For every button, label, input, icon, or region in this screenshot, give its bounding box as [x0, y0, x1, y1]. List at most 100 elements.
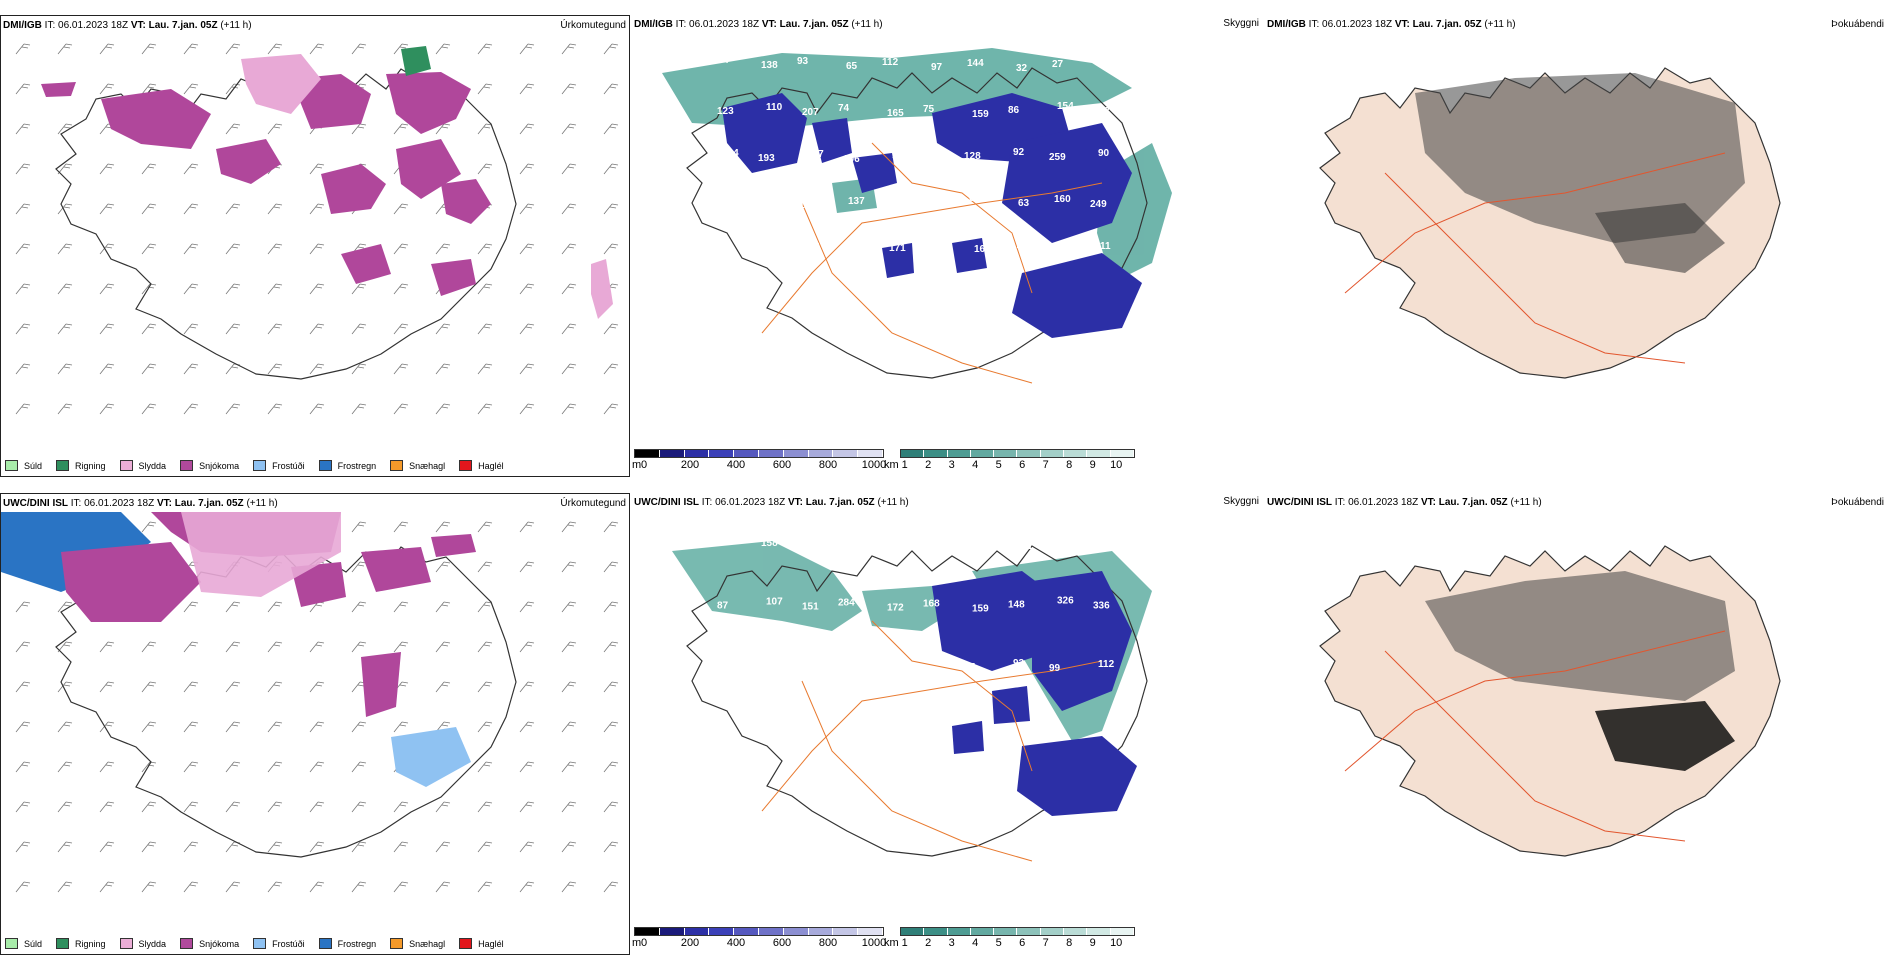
wind-barb: [435, 43, 451, 55]
wind-barb: [477, 283, 493, 295]
colorbar-cell: [947, 450, 971, 457]
cloud-base-strip: [634, 449, 884, 458]
panel-title: Þokuábendi: [1831, 19, 1884, 30]
cloud-visibility-map[interactable]: 264 138 93 65 112 97 144 32 27 993 123 110 207 74 165 7…: [632, 33, 1262, 453]
wind-barb: [519, 363, 535, 375]
colorbar-tick: 200: [680, 937, 700, 949]
wind-barb: [519, 283, 535, 295]
wind-barb: [477, 521, 493, 533]
panel-header: UWC/DINI ISL IT: 06.01.2023 18Z VT: Lau.…: [634, 497, 909, 508]
wind-barb: [519, 203, 535, 215]
colorbar-tick: 800: [818, 459, 838, 471]
wind-barb: [435, 123, 451, 135]
wind-barb: [57, 801, 73, 813]
snow-areas: [41, 72, 491, 296]
visibility-unit: km: [884, 937, 899, 949]
colorbar-cell: [1110, 450, 1134, 457]
wind-barb: [225, 403, 241, 415]
wind-barb: [99, 721, 115, 733]
wind-barb: [57, 363, 73, 375]
precip-map[interactable]: [1, 34, 630, 454]
wind-barb: [15, 801, 31, 813]
wind-barb: [309, 721, 325, 733]
visibility-colorbar: km 1 2 3 4 5 6 7 8 9 10: [884, 927, 1135, 955]
wind-barb: [183, 243, 199, 255]
wind-barb: [225, 283, 241, 295]
road-network: [761, 142, 1103, 384]
colorbar-tick: 200: [680, 459, 700, 471]
wind-barb: [183, 761, 199, 773]
cloud-base-value: 180: [882, 535, 899, 546]
wind-barb: [519, 601, 535, 613]
wind-barb: [99, 283, 115, 295]
colorbar-tick: 0: [640, 937, 648, 949]
colorbar-cell: [1110, 928, 1134, 935]
panel-title: Úrkomutegund: [560, 20, 626, 31]
wind-barb: [435, 323, 451, 335]
wind-barb: [267, 43, 283, 55]
wind-barb: [57, 721, 73, 733]
wind-barb: [393, 403, 409, 415]
wind-barb: [183, 83, 199, 95]
colorbar-cell: [783, 928, 809, 935]
wind-barb: [393, 641, 409, 653]
colorbar-cell: [808, 928, 834, 935]
iceland-outline: [686, 545, 1148, 857]
legend-swatch: [180, 460, 194, 471]
wind-barb: [477, 403, 493, 415]
wind-barb: [351, 43, 367, 55]
wind-barb: [183, 43, 199, 55]
wind-barb: [561, 283, 577, 295]
cloud-base-value: 205: [714, 727, 731, 738]
cloud-base-value: 170: [1010, 240, 1027, 251]
cloud-base-value: 121: [758, 664, 775, 675]
wind-barb: [603, 323, 619, 335]
colorbar-cell: [994, 928, 1018, 935]
colorbar-cell: [684, 928, 710, 935]
colorbar-tick: 1000: [861, 937, 887, 949]
precip-map[interactable]: [1, 512, 630, 932]
cloud-base-value: 160: [1054, 194, 1071, 205]
wind-barb: [57, 881, 73, 893]
wind-barb: [351, 323, 367, 335]
colorbar-tick: 600: [772, 937, 792, 949]
fog-index-map[interactable]: [1265, 33, 1895, 453]
cloud-base-value: 27: [1052, 59, 1064, 70]
colorbar-tick: 10: [1110, 937, 1123, 949]
fog-index-map[interactable]: [1265, 511, 1895, 931]
wind-barb: [57, 761, 73, 773]
panel-header: DMI/IGB IT: 06.01.2023 18Z VT: Lau. 7.ja…: [634, 19, 883, 30]
colorbar-tick: 5: [995, 459, 1002, 471]
colorbar-tick: 600: [772, 459, 792, 471]
panel-header: UWC/DINI ISL IT: 06.01.2023 18Z VT: Lau.…: [1267, 497, 1542, 508]
wind-barb: [267, 403, 283, 415]
cloud-base-value: 105: [846, 539, 863, 550]
colorbar-cell: [1017, 928, 1041, 935]
cloud-base-value: 121: [804, 242, 821, 253]
wind-barb: [435, 561, 451, 573]
wind-barb: [309, 283, 325, 295]
cloud-base-value: 336: [1093, 601, 1110, 612]
colorbar-tick: 400: [726, 459, 746, 471]
cloud-base-value: 158: [761, 538, 778, 549]
wind-barb: [561, 43, 577, 55]
cloud-base-value: 118: [1059, 245, 1076, 256]
wind-barb: [603, 403, 619, 415]
wind-barb: [183, 363, 199, 375]
visibility-unit: km: [884, 459, 899, 471]
colorbar-tick: 7: [1042, 459, 1049, 471]
colorbar-cell: [1064, 450, 1088, 457]
wind-barb: [519, 801, 535, 813]
wind-barb: [477, 243, 493, 255]
legend-item-haglel: Haglél: [459, 460, 504, 471]
cloud-base-unit: m: [632, 937, 642, 949]
colorbar-tick: 0: [640, 459, 648, 471]
colorbar-cell: [924, 450, 948, 457]
wind-barb: [603, 43, 619, 55]
wind-barb: [15, 601, 31, 613]
wind-barb: [477, 721, 493, 733]
wind-barb: [225, 243, 241, 255]
cloud-base-value: 650: [969, 193, 986, 204]
wind-barb: [561, 681, 577, 693]
cloud-visibility-map[interactable]: 376 158 77 105 180 888 57 131 98 65 87 107 151 284 172…: [632, 511, 1262, 931]
